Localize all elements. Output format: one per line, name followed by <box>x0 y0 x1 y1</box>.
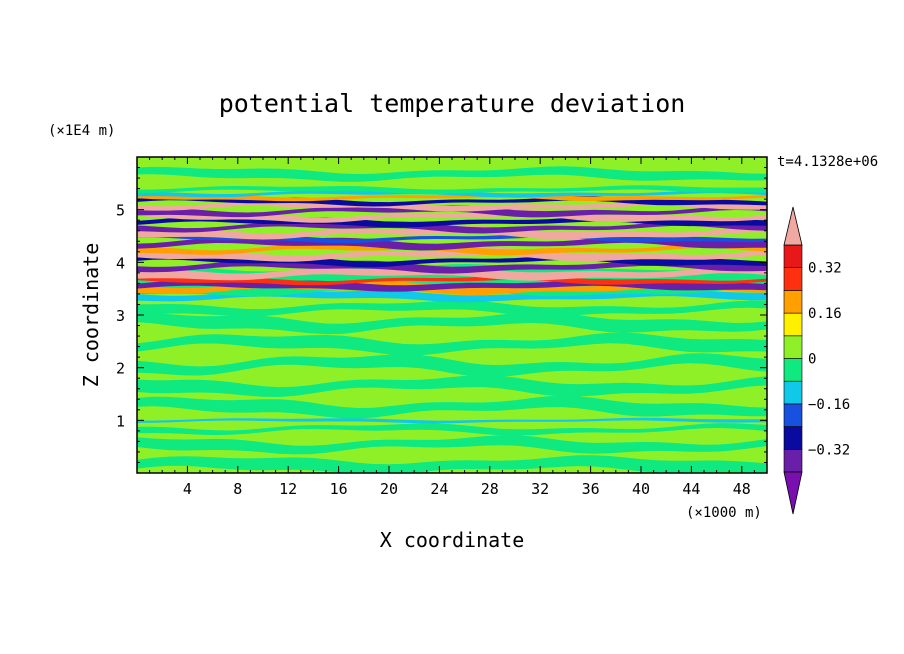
x-tick-label: 28 <box>481 480 499 498</box>
x-tick-label: 40 <box>632 480 650 498</box>
contour-band <box>137 332 767 356</box>
contour-band <box>137 300 767 317</box>
colorbar-segment <box>783 312 803 337</box>
colorbar-label: 0 <box>808 352 816 368</box>
x-tick-label: 16 <box>330 480 348 498</box>
contour-field <box>137 166 767 473</box>
y-tick-label: 4 <box>116 254 125 272</box>
x-tick-label: 12 <box>279 480 297 498</box>
contour-band <box>137 226 767 240</box>
contour-band <box>137 353 767 377</box>
contour-band <box>137 455 767 473</box>
x-unit-label: (×1000 m) <box>686 505 762 521</box>
x-tick-label: 20 <box>380 480 398 498</box>
contour-band <box>137 423 767 436</box>
colorbar-label: 0.16 <box>808 306 842 322</box>
contour-band <box>137 210 767 223</box>
colorbar-label: −0.32 <box>808 442 850 458</box>
contour-band <box>137 185 767 195</box>
colorbar-segment <box>783 290 803 314</box>
colorbar-segment <box>783 335 803 359</box>
contour-band <box>137 200 767 212</box>
colorbar-segment <box>783 403 803 427</box>
y-tick-label: 3 <box>116 307 125 325</box>
time-label: t=4.1328e+06 <box>777 154 878 170</box>
colorbar-label: −0.16 <box>808 397 850 413</box>
colorbar-top-triangle <box>783 206 803 246</box>
colorbar-bottom-triangle <box>783 471 803 515</box>
x-tick-label: 36 <box>582 480 600 498</box>
x-tick-label: 48 <box>733 480 751 498</box>
colorbar-segment <box>783 426 803 450</box>
x-tick-label: 32 <box>531 480 549 498</box>
contour-band <box>137 275 767 286</box>
colorbar-label: 0.32 <box>808 261 842 277</box>
colorbar-segment <box>783 267 803 291</box>
y-tick-label: 2 <box>116 360 125 378</box>
contour-band <box>137 311 767 335</box>
plot-area <box>137 157 767 473</box>
colorbar-segment <box>783 380 803 405</box>
contour-band <box>137 166 767 182</box>
x-axis: 4 8 12 16 20 24 28 32 36 40 44 48 <box>149 157 755 498</box>
colorbar-segment <box>783 244 803 269</box>
x-axis-label: X coordinate <box>380 528 525 552</box>
colorbar-segment <box>783 358 803 382</box>
contour-band <box>137 232 767 244</box>
contour-band <box>137 435 767 455</box>
contour-band <box>137 248 767 262</box>
colorbar: 0.32 0.16 0 −0.16 −0.32 <box>783 206 850 515</box>
chart-title: potential temperature deviation <box>219 89 686 118</box>
x-tick-label: 44 <box>682 480 700 498</box>
contour-band <box>137 417 767 424</box>
y-tick-label: 5 <box>116 202 125 220</box>
y-axis-label: Z coordinate <box>79 243 103 388</box>
x-tick-label: 24 <box>430 480 448 498</box>
contour-band <box>137 395 767 419</box>
y-unit-label: (×1E4 m) <box>48 123 115 139</box>
x-tick-label: 8 <box>233 480 242 498</box>
x-tick-label: 4 <box>183 480 192 498</box>
y-tick-label: 1 <box>116 412 125 430</box>
contour-band <box>137 375 767 397</box>
y-axis: 1 2 3 4 5 <box>116 167 767 463</box>
contour-band <box>137 193 767 202</box>
colorbar-segment <box>783 448 803 473</box>
